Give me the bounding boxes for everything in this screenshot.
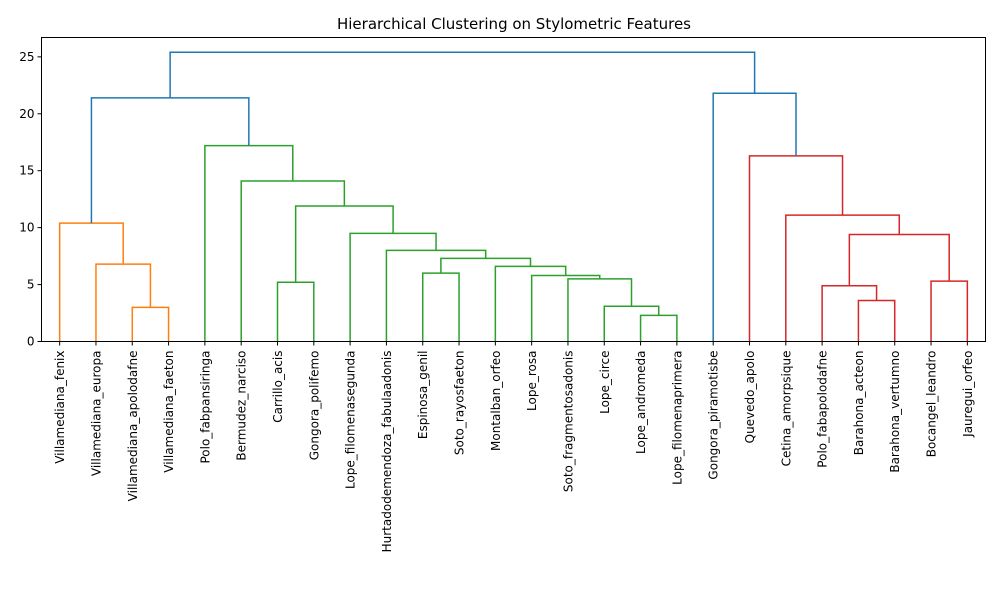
leaf-label: Espinosa_genil xyxy=(416,351,430,440)
dendrogram-link xyxy=(748,155,844,342)
dendrogram-link xyxy=(440,257,532,274)
dendrogram-link xyxy=(204,144,294,342)
leaf-label: Montalban_orfeo xyxy=(489,351,503,452)
x-axis: Villamediana_fenix Villamediana_europa Vil… xyxy=(53,341,975,553)
leaf-label: Villamediana_fenix xyxy=(53,351,67,464)
dendrogram-link xyxy=(603,305,660,342)
leaf-label: Villamediana_faeton xyxy=(162,351,176,473)
leaf-label: Cetina_amorpsique xyxy=(779,351,793,467)
dendrogram-link xyxy=(58,222,124,342)
dendrogram-link xyxy=(385,249,487,342)
leaf-label: Lope_circe xyxy=(598,351,612,414)
dendrogram-link xyxy=(639,314,678,342)
y-tick-label: 25 xyxy=(19,50,34,64)
leaf-label: Villamediana_apolodafne xyxy=(126,351,140,502)
dendrogram-link xyxy=(567,278,633,342)
leaf-label: Jauregui_orfeo xyxy=(961,351,975,438)
dendrogram-links xyxy=(58,51,969,342)
leaf-label: Villamediana_europa xyxy=(89,351,103,477)
chart-title: Hierarchical Clustering on Stylometric F… xyxy=(337,15,691,33)
dendrogram-link xyxy=(930,280,969,342)
leaf-label: Hurtadodemendoza_fabulaadonis xyxy=(380,351,394,553)
dendrogram-link xyxy=(131,306,170,342)
leaf-label: Polo_fabpansiringa xyxy=(198,351,212,464)
dendrogram-link xyxy=(421,272,460,342)
leaf-label: Barahona_vertumno xyxy=(888,351,902,473)
dendrogram-link xyxy=(857,299,896,342)
dendrogram-link xyxy=(530,274,601,342)
y-tick-label: 0 xyxy=(27,335,35,349)
plot-frame xyxy=(41,37,986,342)
leaf-label: Carrillo_acis xyxy=(271,351,285,423)
dendrogram-link xyxy=(494,265,567,342)
leaf-label: Bocangel_leandro xyxy=(925,351,939,458)
dendrogram-link xyxy=(785,214,901,342)
leaf-label: Lope_rosa xyxy=(525,351,539,411)
y-tick-label: 10 xyxy=(19,221,34,235)
y-axis: 0 5 10 15 20 25 xyxy=(19,50,42,349)
dendrogram-link xyxy=(848,233,950,286)
leaf-label: Bermudez_narciso xyxy=(235,351,249,461)
leaf-label: Lope_filomenaprimera xyxy=(670,351,684,485)
leaf-label: Quevedo_apolo xyxy=(743,351,757,444)
dendrogram-link xyxy=(240,180,346,342)
dendrogram-link xyxy=(276,281,315,342)
dendrogram-link xyxy=(90,97,250,224)
leaf-label: Gongora_piramotisbe xyxy=(707,351,721,480)
leaf-label: Barahona_acteon xyxy=(852,351,866,456)
dendrogram-link xyxy=(712,92,797,342)
y-tick-label: 20 xyxy=(19,107,34,121)
leaf-label: Lope_filomenasegunda xyxy=(344,351,358,490)
dendrogram-link xyxy=(95,263,152,342)
dendrogram-link xyxy=(294,205,394,283)
leaf-label: Polo_fabapolodafne xyxy=(816,351,830,468)
leaf-label: Gongora_polifemo xyxy=(307,351,321,461)
leaf-label: Soto_rayosfaeton xyxy=(453,351,467,456)
dendrogram-link xyxy=(169,51,756,98)
y-tick-label: 5 xyxy=(27,278,35,292)
leaf-label: Lope_andromeda xyxy=(634,351,648,454)
leaf-label: Soto_fragmentosadonis xyxy=(561,351,575,493)
dendrogram-link xyxy=(821,284,878,342)
y-tick-label: 15 xyxy=(19,164,34,178)
